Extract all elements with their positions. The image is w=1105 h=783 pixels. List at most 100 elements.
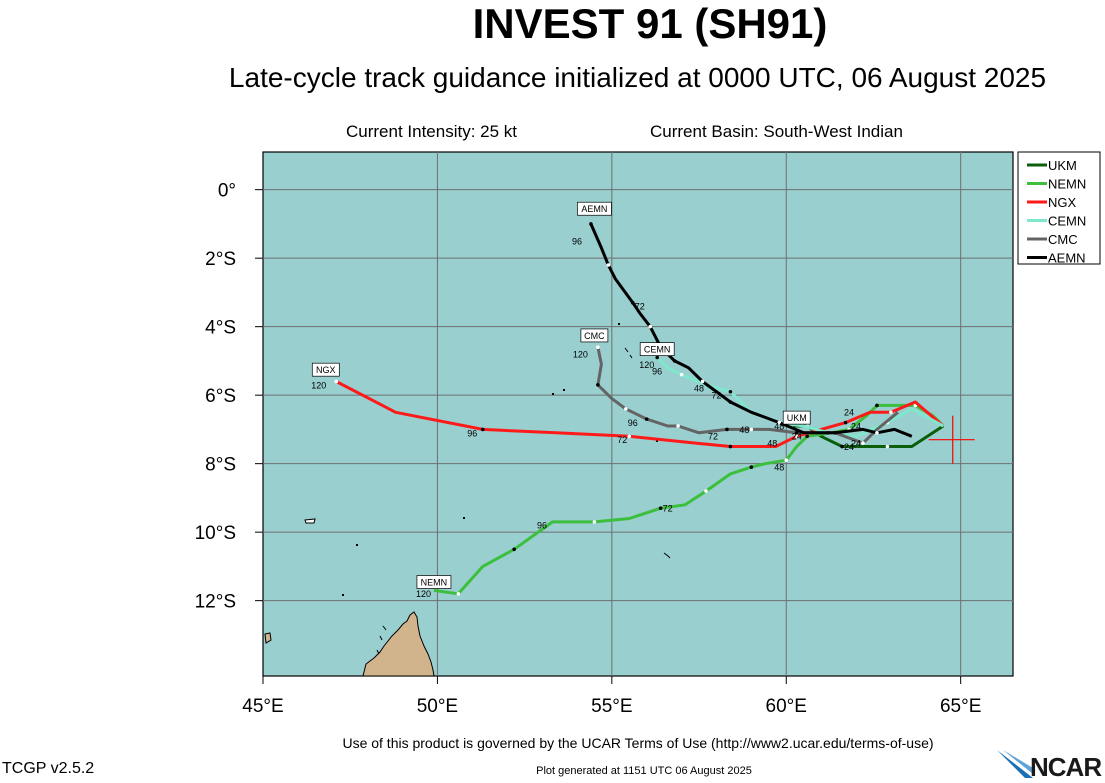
track-point [672,359,677,363]
track-point [648,324,653,329]
track-point [725,427,729,432]
track-ngx [335,380,945,448]
forecast-hour-label: 72 [711,391,721,401]
track-point [889,410,893,415]
forecast-hour-label: 120 [416,589,431,599]
islet [463,517,465,519]
forecast-hour-label: 120 [573,349,588,359]
legend-label-ukm: UKM [1048,158,1077,173]
forecast-hour-label: 24 [851,439,861,449]
legend-label-aemn: AEMN [1048,251,1086,266]
track-point [700,379,705,384]
track-point [840,444,844,449]
x-tick-label: 55°E [591,696,632,717]
track-box-cmc [580,328,609,343]
track-point [861,441,865,445]
forecast-hour-label: 72 [663,504,673,514]
track-point [728,389,733,394]
track-point [833,431,837,435]
track-box-text: CEMN [644,345,671,355]
track-point [704,489,708,493]
track-box-cemn [639,342,675,356]
islet [356,544,358,546]
track-point [480,427,485,432]
islet [376,625,387,655]
forecast-hour-label: 120 [639,360,654,370]
islet [563,389,565,391]
y-tick-label: 10°S [195,523,236,544]
track-point [728,444,733,449]
track-box-text: NGX [316,365,336,375]
version-label: TCGP v2.5.2 [2,760,95,777]
grid-lines [263,152,1013,676]
legend-label-cemn: CEMN [1048,214,1086,229]
forecast-hour-label: 72 [635,302,645,312]
track-box-text: NEMN [421,578,448,588]
forecast-hour-label: 24 [851,421,861,431]
legend-box [1017,151,1101,265]
islet [304,518,316,524]
track-point [630,300,635,305]
forecast-hour-label: 120 [311,380,326,390]
forecast-hour-label: 48 [739,425,749,435]
track-point [875,403,879,408]
legend-label-cmc: CMC [1048,232,1078,247]
track-box-text: UKM [787,413,807,423]
forecast-hour-label: 72 [617,435,627,445]
track-point [334,379,339,384]
track-point [512,547,516,552]
terms-of-use: Use of this product is governed by the U… [342,735,934,751]
track-point [794,434,799,439]
islet [656,440,658,442]
y-tick-label: 12°S [195,592,236,613]
legend: UKM NEMN NGX CEMN CMC AEMN [1017,151,1101,266]
forecast-hour-label: 96 [572,236,582,246]
track-point [456,592,461,596]
track-point [777,420,782,425]
track-point [627,434,632,439]
track-point [875,431,879,435]
forecast-hour-label: 24 [844,442,854,452]
track-point [644,417,649,421]
track-point [676,424,680,428]
legend-label-ngx: NGX [1048,195,1077,210]
ncar-logo-text: NCAR [1030,752,1102,782]
track-point [728,400,733,404]
track-labels: UKMNEMN24487296120NGX24487296120CEMN2448… [311,201,861,599]
track-point [885,444,890,449]
track-box-nemn [416,575,452,589]
track-point [784,458,789,463]
track-box-aemn [577,201,612,216]
islet [264,632,272,644]
forecast-tracks [334,222,945,596]
forecast-hour-label: 48 [774,421,784,431]
land-masses [264,323,671,677]
generated-timestamp: Plot generated at 1151 UTC 06 August 202… [536,765,752,777]
track-nemn [433,403,945,596]
islet [552,393,554,395]
current-intensity: Current Intensity: 25 kt [346,122,518,141]
track-point [589,222,593,226]
forecast-hour-label: 96 [628,418,638,428]
forecast-hour-label: 96 [537,521,547,531]
track-point [843,420,848,425]
current-position-marker [928,415,975,464]
forecast-hour-label: 96 [652,367,662,377]
forecast-hour-label: 48 [767,439,777,449]
forecast-hour-label: 72 [708,432,718,442]
forecast-hour-label: 24 [792,432,802,442]
axis-labels: 45°E 50°E 55°E 60°E 65°E 0° 2°S 4°S 6°S 8°S 10°S 12… [195,181,982,717]
track-box-ukm [782,410,811,425]
track-point [655,355,659,360]
track-point [606,263,611,267]
track-point [596,345,600,350]
islet [618,323,620,325]
current-basin: Current Basin: South-West Indian [650,122,903,141]
y-tick-label: 4°S [205,318,236,339]
islet [342,594,344,596]
y-tick-label: 8°S [205,455,236,476]
forecast-hour-label: 96 [467,428,477,438]
track-box-text: AEMN [581,204,607,214]
track-point [679,372,684,377]
